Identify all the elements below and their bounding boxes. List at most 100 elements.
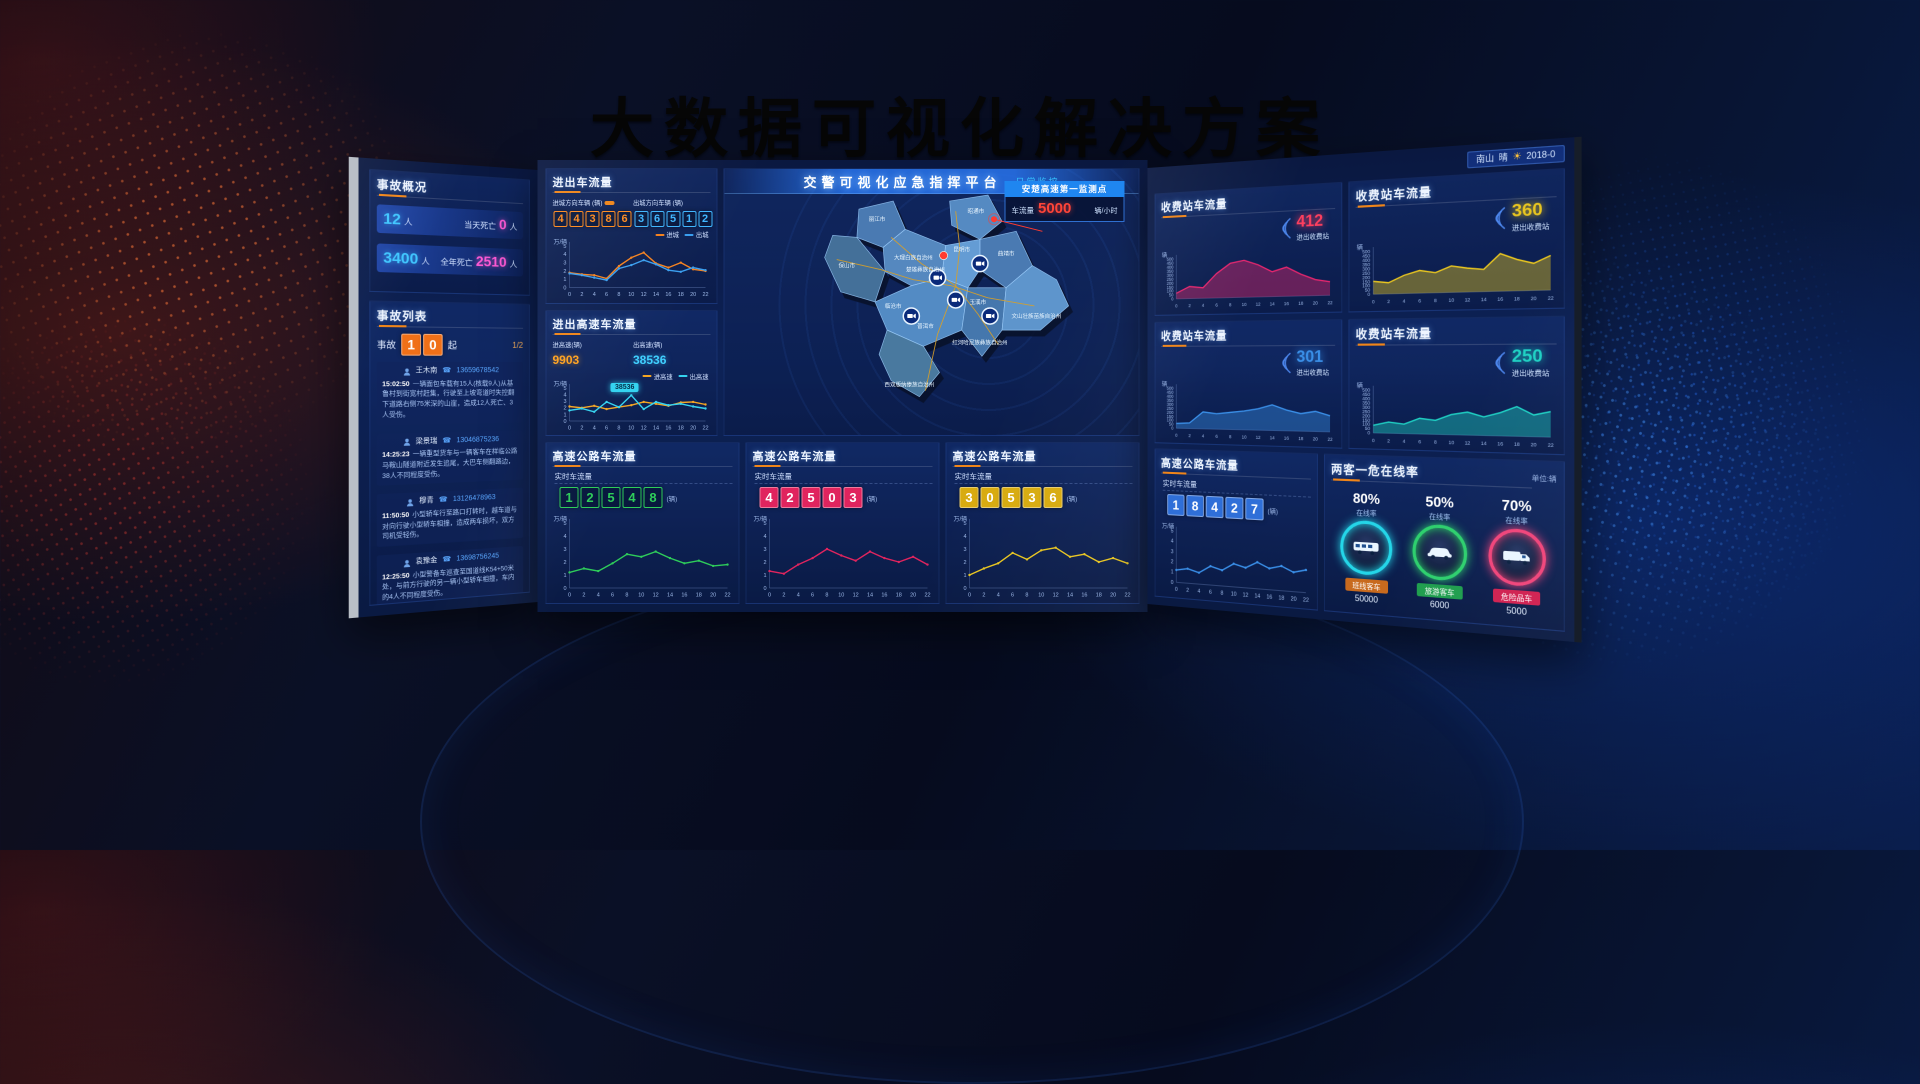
svg-text:0: 0: [568, 593, 571, 599]
chart-legend: 进城 出城: [655, 230, 709, 239]
camera-marker[interactable]: [902, 307, 921, 325]
svg-text:450: 450: [1362, 253, 1371, 259]
monitor-point-ripple: [987, 213, 1001, 226]
y-axis-unit: 辆: [1356, 245, 1363, 253]
svg-text:18: 18: [1298, 435, 1304, 441]
camera-marker[interactable]: [981, 307, 999, 325]
svg-text:4: 4: [1202, 433, 1205, 439]
svg-text:5: 5: [563, 521, 566, 527]
camera-marker[interactable]: [971, 254, 989, 273]
svg-text:6: 6: [605, 425, 608, 431]
svg-text:250: 250: [1362, 408, 1371, 414]
expressway-chart: 0 1 2 3 4 5 0 2 4 6 8 10 12 14 16 18 20 22: [553, 516, 733, 598]
svg-text:4: 4: [1403, 438, 1407, 444]
camera-marker[interactable]: [928, 268, 947, 287]
svg-text:8: 8: [1025, 593, 1028, 599]
accident-list-item[interactable]: 穆青 ☎ 13126478963 11:50:50 小型轿车行至路口打转时，越车道…: [376, 487, 524, 548]
svg-text:10: 10: [628, 292, 634, 297]
stat-unit: 人: [509, 222, 518, 233]
svg-text:12: 12: [1243, 592, 1249, 599]
map-label: 红河哈尼族彝族自治州: [952, 338, 1007, 346]
svg-text:4: 4: [763, 534, 766, 540]
svg-text:12: 12: [641, 425, 647, 431]
accident-list-title: 事故列表: [377, 307, 523, 329]
svg-text:0: 0: [563, 419, 566, 425]
svg-text:500: 500: [1167, 256, 1175, 262]
svg-text:1: 1: [763, 573, 766, 579]
map-label: 西双版纳傣族自治州: [884, 381, 934, 389]
svg-text:18: 18: [1278, 595, 1284, 602]
pagination[interactable]: 1/2: [512, 340, 524, 350]
phone-icon: ☎: [442, 367, 452, 375]
weather-date: 2018-0: [1526, 148, 1556, 162]
svg-text:1: 1: [563, 412, 566, 418]
expressway-chart: 0 1 2 3 4 5 0 2 4 6 8 10 12 14 16 18 20 22: [953, 516, 1133, 598]
svg-text:2: 2: [580, 292, 583, 297]
svg-text:22: 22: [724, 593, 730, 599]
truck-icon: [1502, 550, 1530, 565]
y-axis-unit: 万/辆: [553, 240, 568, 246]
map-label: 保山市: [838, 262, 855, 270]
svg-text:4: 4: [593, 425, 596, 431]
accident-name: 梁景瑞: [415, 437, 438, 445]
svg-text:50: 50: [1169, 292, 1174, 298]
svg-text:12: 12: [1465, 439, 1471, 445]
svg-text:20: 20: [1110, 593, 1116, 599]
svg-text:16: 16: [1266, 594, 1272, 601]
svg-text:400: 400: [1362, 395, 1371, 401]
svg-text:3: 3: [763, 547, 766, 553]
accent-tag: [604, 201, 615, 206]
accident-list-item[interactable]: 梁景瑞 ☎ 13046875236 14:25:23 一辆重型货车与一辆客车在样临…: [376, 429, 524, 487]
svg-text:20: 20: [910, 593, 916, 599]
svg-text:12: 12: [641, 292, 647, 297]
svg-text:4: 4: [563, 534, 566, 540]
map-label: 昭通市: [968, 207, 985, 215]
svg-text:2: 2: [1186, 587, 1189, 594]
map-label: 文山壮族苗族自治州: [1011, 312, 1061, 320]
svg-text:18: 18: [1514, 295, 1521, 301]
svg-text:300: 300: [1362, 266, 1371, 272]
svg-text:12: 12: [1256, 434, 1262, 440]
svg-text:16: 16: [1081, 593, 1087, 599]
svg-text:14: 14: [1270, 434, 1276, 440]
car-icon: [1427, 546, 1452, 560]
svg-text:16: 16: [1497, 440, 1504, 446]
svg-text:500: 500: [1362, 386, 1371, 392]
accident-list-item[interactable]: 王木南 ☎ 13659678542 15:02:50 一辆面包车载有15人(核载9…: [376, 361, 524, 425]
right-wing: 南山 晴 ☀ 2018-0 收费站车流量 412 进出收费站 辆 0 50 100 1…: [1147, 136, 1582, 643]
svg-text:0: 0: [1175, 586, 1178, 593]
camera-marker[interactable]: [946, 291, 965, 309]
svg-text:22: 22: [924, 593, 930, 599]
svg-text:3: 3: [563, 399, 566, 405]
svg-text:100: 100: [1167, 417, 1175, 423]
alert-route-line: [993, 218, 1043, 232]
sonar-icon: [1277, 217, 1293, 241]
toll-title: 收费站车流量: [1356, 322, 1557, 345]
svg-text:250: 250: [1362, 270, 1371, 276]
map-label: 大理白族自治州: [894, 254, 933, 262]
svg-text:20: 20: [1531, 441, 1538, 447]
monitor-point-marker[interactable]: [990, 216, 998, 223]
accident-list-item[interactable]: 黄念念 ☎ 13553626193 11:10:21一辆大货车与客车追尾，30人…: [376, 603, 524, 606]
toll-label: 进出收费站: [1296, 368, 1330, 377]
svg-text:14: 14: [1481, 296, 1488, 302]
gauge-ring: [1340, 518, 1393, 577]
svg-text:14: 14: [867, 593, 873, 599]
svg-text:0: 0: [1171, 296, 1174, 302]
svg-text:18: 18: [1514, 440, 1521, 446]
y-axis-unit: 万/辆: [1161, 523, 1175, 531]
toll-chart: 0 50 100 150 200 250 300 350 400 450 500 0 2 4 6 8 10 12 1…: [1161, 245, 1335, 309]
svg-text:5: 5: [563, 386, 566, 392]
svg-text:20: 20: [1531, 295, 1538, 301]
digits-unit: (辆): [666, 495, 678, 503]
svg-text:3: 3: [563, 547, 566, 553]
accident-list-item[interactable]: 袁豫金 ☎ 13698756245 12:25:50 小型警备车巡查至国道线K54…: [376, 545, 524, 606]
legend-dash: [684, 233, 694, 236]
platform-title: 交警可视化应急指挥平台: [803, 174, 1002, 190]
expressway-title: 高速公路车流量: [1161, 454, 1311, 479]
svg-text:20: 20: [690, 425, 696, 431]
person-icon: [403, 368, 410, 376]
city-alert-dot[interactable]: [939, 251, 948, 260]
